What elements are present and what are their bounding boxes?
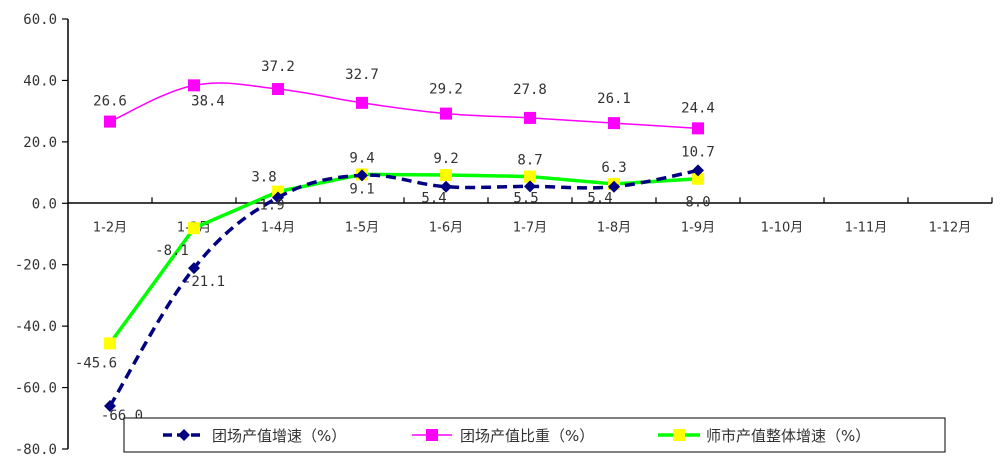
square-marker-icon bbox=[272, 83, 284, 96]
y-tick-label: 60.0 bbox=[23, 12, 57, 28]
diamond-marker-icon bbox=[272, 191, 284, 204]
data-label: 5.5 bbox=[513, 190, 538, 206]
x-tick-label: 1-4月 bbox=[261, 220, 295, 235]
square-marker-icon bbox=[608, 117, 620, 130]
y-tick-label: -80.0 bbox=[15, 442, 57, 458]
data-label: 38.4 bbox=[191, 93, 225, 109]
legend: 团场产值增速（%） 团场产值比重（%） 师市产值整体增速（%） bbox=[123, 417, 946, 453]
square-marker-icon bbox=[692, 172, 704, 185]
x-tick-label: 1-5月 bbox=[345, 220, 379, 235]
series-layer bbox=[104, 79, 704, 412]
square-marker-icon bbox=[673, 429, 685, 441]
data-label: -45.6 bbox=[75, 355, 117, 371]
diamond-marker-icon bbox=[440, 180, 452, 193]
data-label: 3.8 bbox=[251, 170, 276, 186]
data-label: 9.2 bbox=[433, 151, 458, 167]
square-marker-icon bbox=[104, 337, 116, 350]
data-label: 9.4 bbox=[349, 150, 374, 166]
data-label: 10.7 bbox=[681, 144, 715, 160]
square-marker-icon bbox=[692, 122, 704, 135]
square-marker-icon bbox=[356, 96, 368, 109]
data-label: 29.2 bbox=[429, 82, 463, 98]
x-tick-label: 1-2月 bbox=[93, 220, 127, 235]
legend-label: 师市产值整体增速（%） bbox=[706, 427, 870, 445]
series-1 bbox=[104, 79, 704, 135]
legend-label: 团场产值比重（%） bbox=[460, 427, 594, 445]
series-0 bbox=[104, 164, 704, 412]
x-tick-label: 1-11月 bbox=[845, 220, 888, 235]
square-marker-icon bbox=[440, 169, 452, 182]
x-tick-label: 1-8月 bbox=[597, 220, 631, 235]
square-marker-icon bbox=[440, 107, 452, 120]
data-label: -21.1 bbox=[183, 274, 225, 290]
diamond-marker-icon bbox=[356, 169, 368, 182]
data-label: 37.2 bbox=[261, 59, 295, 75]
y-tick-label: -40.0 bbox=[15, 319, 57, 335]
data-label: 9.1 bbox=[349, 181, 374, 197]
data-label: 6.3 bbox=[601, 160, 626, 176]
x-tick-label: 1-12月 bbox=[929, 220, 972, 235]
diamond-marker-icon bbox=[524, 180, 536, 193]
diamond-marker-icon bbox=[692, 164, 704, 177]
data-label: 27.8 bbox=[513, 82, 547, 98]
data-label: 5.4 bbox=[421, 191, 446, 207]
data-label: 26.1 bbox=[597, 91, 631, 107]
square-marker-icon bbox=[188, 222, 200, 235]
square-marker-icon bbox=[524, 111, 536, 124]
data-label: 8.0 bbox=[685, 195, 710, 211]
data-label: 32.7 bbox=[345, 67, 379, 83]
y-axis: 60.0 40.0 20.0 0.0 -20.0 -40.0 -60.0 -80.0 bbox=[15, 12, 69, 458]
y-tick-label: 40.0 bbox=[23, 73, 57, 89]
y-tick-label: -60.0 bbox=[15, 381, 57, 397]
legend-item-tuanchang-growth: 团场产值增速（%） bbox=[163, 427, 346, 445]
x-tick-label: 1-10月 bbox=[761, 220, 804, 235]
legend-item-shishi-growth: 师市产值整体增速（%） bbox=[658, 427, 870, 445]
y-tick-label: 0.0 bbox=[32, 196, 57, 212]
data-label: 24.4 bbox=[681, 100, 715, 116]
square-marker-icon bbox=[104, 115, 116, 128]
square-marker-icon bbox=[426, 429, 438, 441]
diamond-marker-icon bbox=[178, 429, 190, 441]
series-2 bbox=[104, 168, 704, 350]
legend-item-tuanchang-share: 团场产值比重（%） bbox=[412, 427, 594, 445]
diamond-marker-icon bbox=[188, 262, 200, 275]
data-label: 5.4 bbox=[587, 191, 612, 207]
data-labels: -66.0-21.11.99.15.4 5.5 5.410.726.6 38.437.… bbox=[75, 59, 715, 424]
y-tick-label: 20.0 bbox=[23, 135, 57, 151]
x-tick-label: 1-7月 bbox=[513, 220, 547, 235]
diamond-marker-icon bbox=[608, 180, 620, 193]
data-label: 8.7 bbox=[517, 153, 542, 169]
y-tick-label: -20.0 bbox=[15, 258, 57, 274]
x-tick-label: 1-6月 bbox=[429, 220, 463, 235]
data-label: 1.9 bbox=[259, 197, 284, 213]
square-marker-icon bbox=[524, 170, 536, 183]
square-marker-icon bbox=[188, 79, 200, 92]
data-label: 26.6 bbox=[93, 94, 127, 110]
data-label: -8.1 bbox=[155, 243, 189, 259]
x-tick-label: 1-9月 bbox=[681, 220, 715, 235]
legend-label: 团场产值增速（%） bbox=[212, 427, 346, 445]
diamond-marker-icon bbox=[104, 400, 116, 412]
